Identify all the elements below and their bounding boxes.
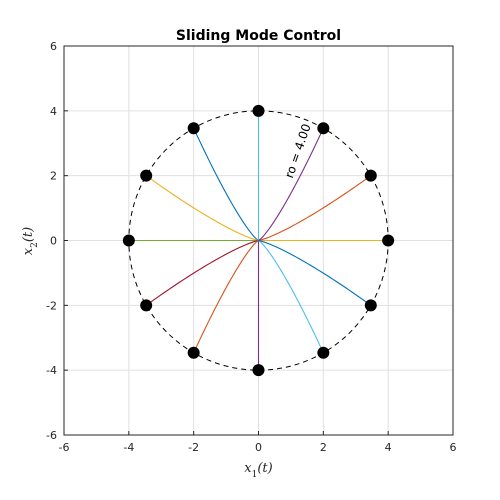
start-point-marker	[317, 346, 330, 359]
x-tick-label: 2	[320, 441, 327, 454]
x-axis-label: x1(t)	[244, 461, 272, 480]
start-point-marker	[252, 364, 265, 377]
trajectory-line	[258, 240, 324, 354]
y-tick-label: -4	[46, 364, 57, 377]
y-tick-label: 2	[50, 170, 57, 183]
start-point-marker	[317, 122, 330, 135]
start-point-marker	[140, 299, 153, 312]
start-point-marker	[187, 122, 200, 135]
start-point-marker	[122, 234, 135, 247]
start-point-marker	[364, 169, 377, 182]
x-tick-label: -6	[59, 441, 70, 454]
start-markers	[122, 104, 395, 377]
start-point-marker	[187, 346, 200, 359]
start-point-marker	[382, 234, 395, 247]
y-tick-label: 4	[50, 105, 57, 118]
trajectory-line	[193, 127, 259, 241]
trajectory-line	[193, 240, 259, 354]
start-point-marker	[364, 299, 377, 312]
x-tick-label: 4	[385, 441, 392, 454]
y-tick-label: -2	[46, 299, 57, 312]
y-tick-label: -6	[46, 429, 57, 442]
x-tick-label: 0	[255, 441, 262, 454]
chart-title: Sliding Mode Control	[176, 28, 341, 44]
tick-group: -6 -4 -2 0 2 4 6 -6 -4 -2 0 2 4 6	[46, 40, 456, 454]
trajectory-line	[258, 239, 372, 306]
x-tick-label: -4	[123, 441, 134, 454]
start-point-marker	[140, 169, 153, 182]
x-tick-label: -2	[188, 441, 199, 454]
trajectory-line	[258, 175, 372, 242]
x-tick-label: 6	[450, 441, 457, 454]
start-point-marker	[252, 104, 265, 117]
trajectory-line	[258, 127, 324, 241]
y-axis-label: x2(t)	[21, 227, 40, 255]
trajectory-group	[128, 110, 389, 371]
y-tick-label: 6	[50, 40, 57, 53]
trajectory-line	[145, 175, 259, 242]
trajectory-line	[145, 239, 259, 306]
y-tick-label: 0	[50, 235, 57, 248]
